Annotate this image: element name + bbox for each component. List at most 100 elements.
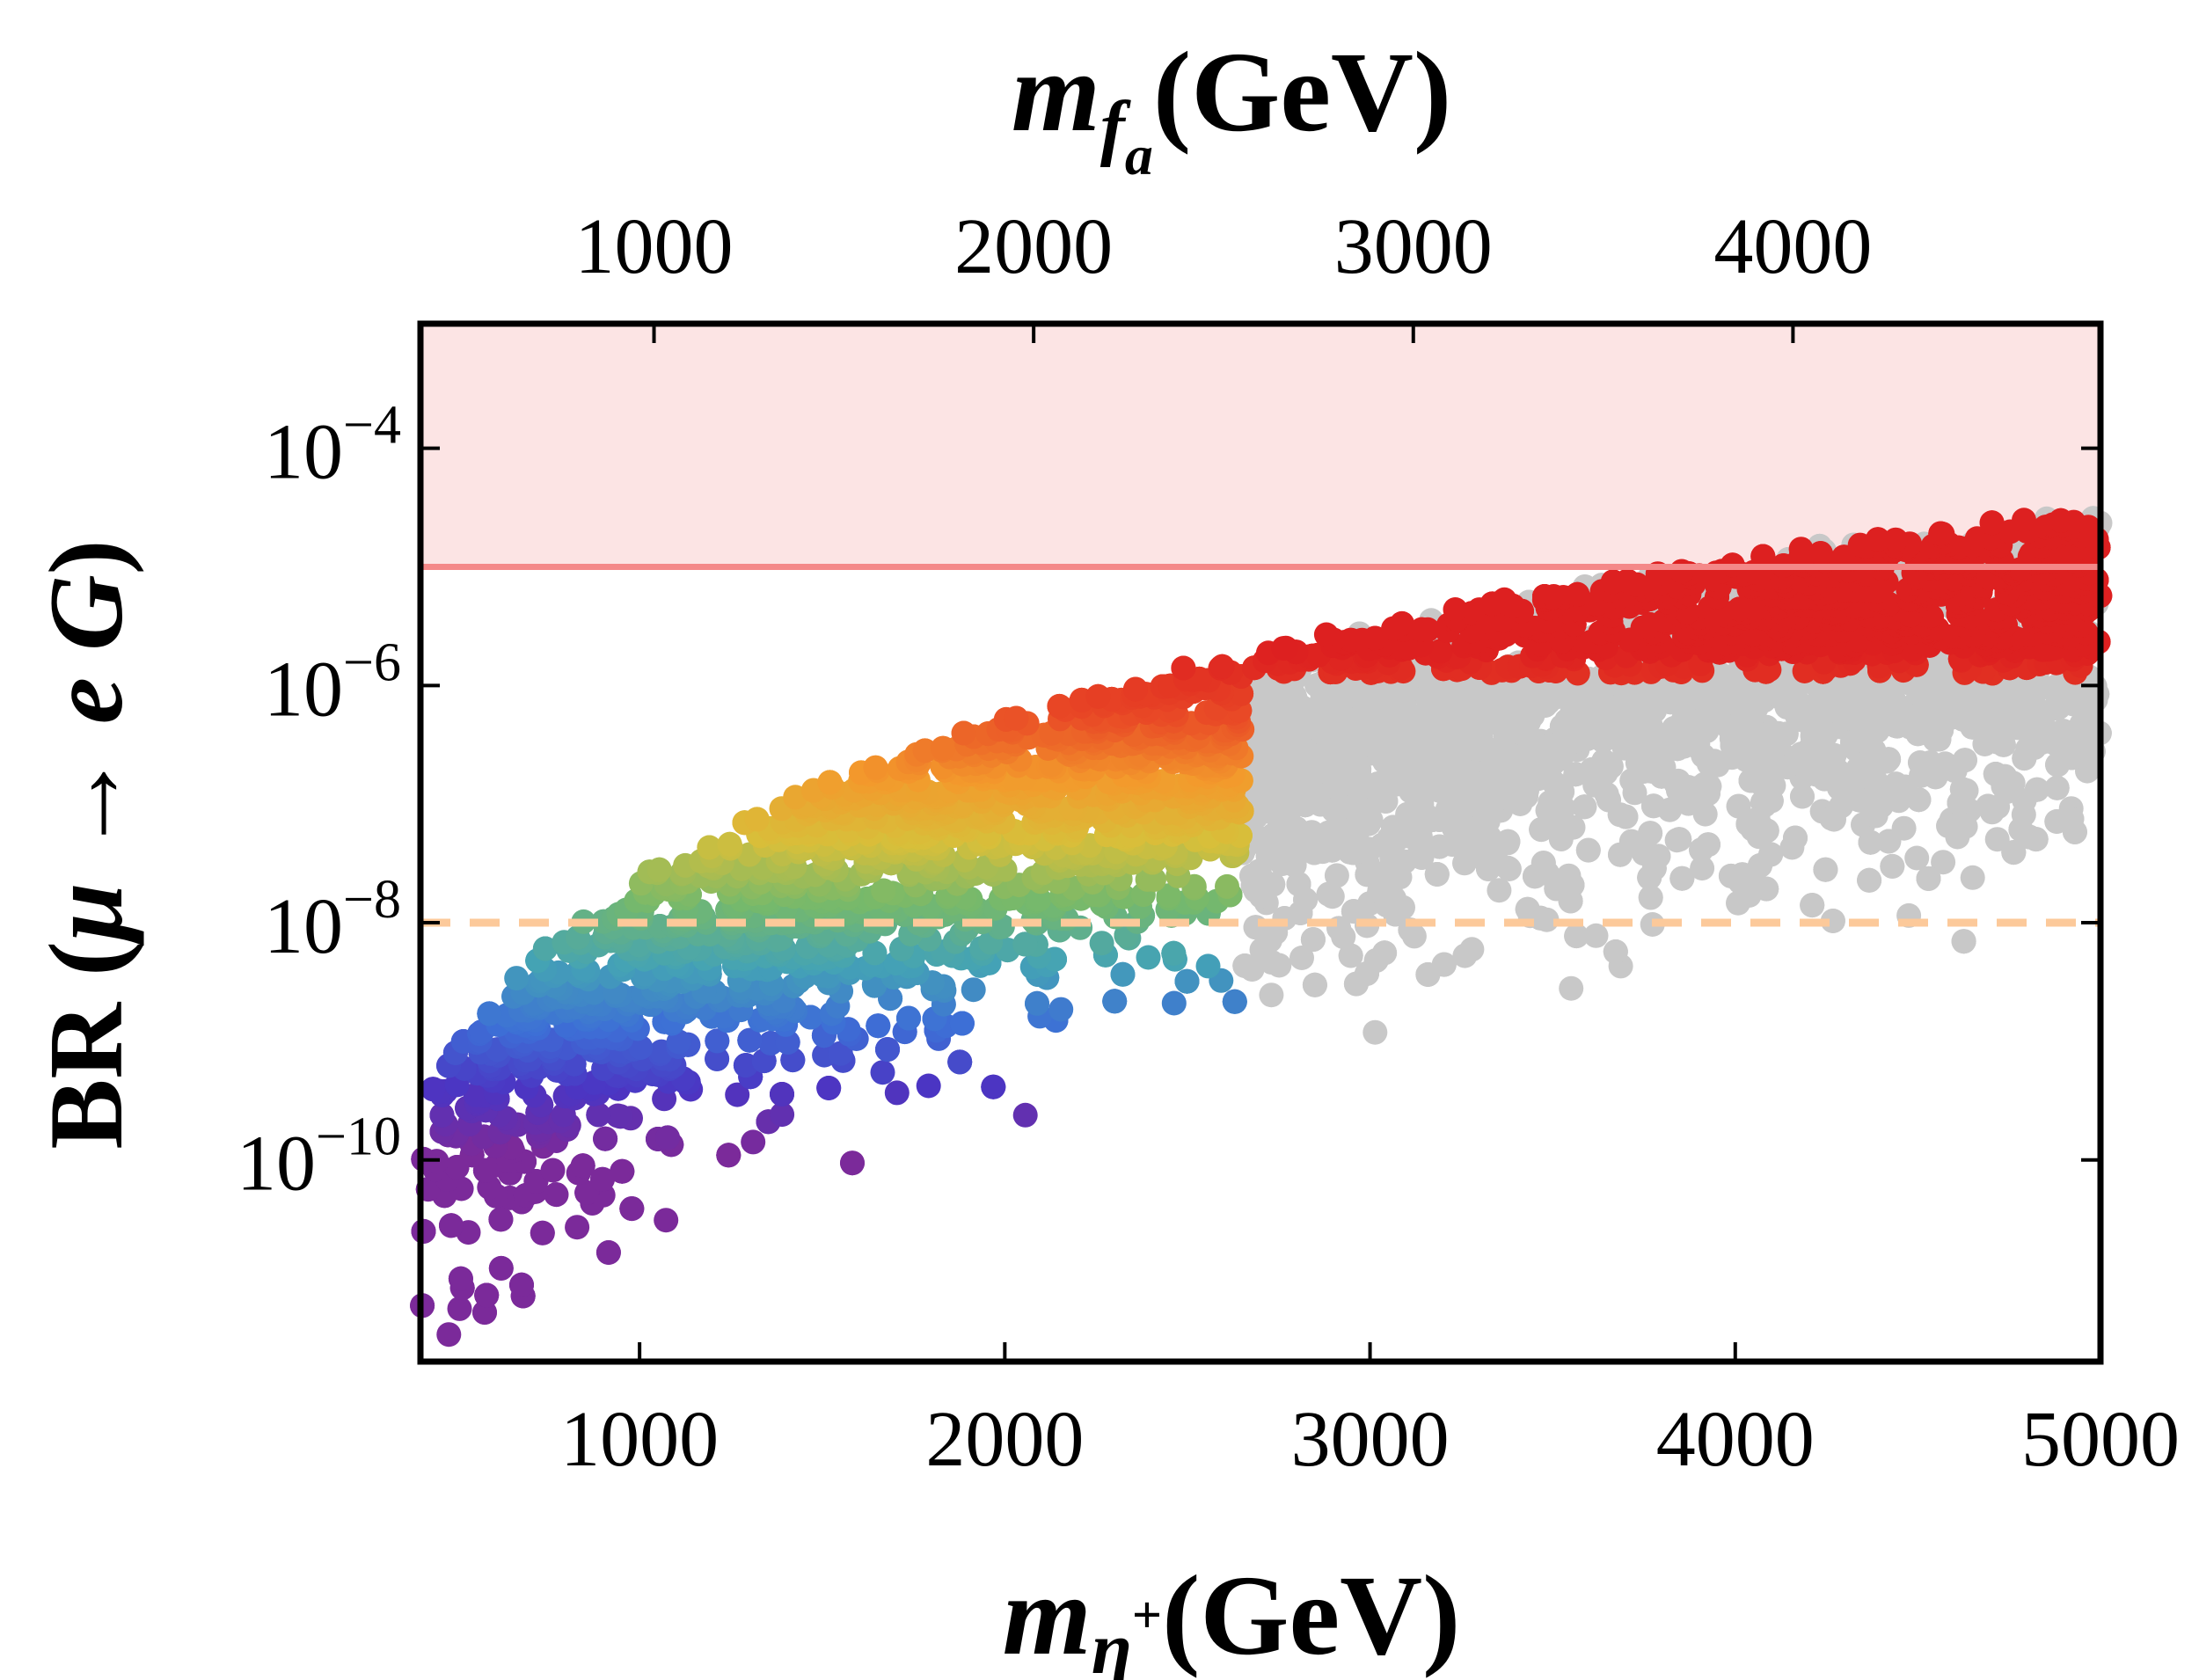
- excluded-point: [1666, 778, 1691, 803]
- excluded-point: [2001, 840, 2027, 866]
- excluded-point: [1736, 867, 1762, 892]
- excluded-point: [1246, 858, 1272, 884]
- excluded-point: [1619, 692, 1645, 718]
- excluded-point: [2001, 707, 2027, 733]
- excluded-point: [1880, 853, 1905, 879]
- excluded-point: [1502, 748, 1528, 773]
- excluded-point: [1813, 857, 1838, 882]
- excluded-point: [1734, 747, 1759, 772]
- allowed-point: [1110, 961, 1136, 987]
- excluded-point: [1572, 794, 1597, 820]
- excluded-point: [2075, 702, 2100, 727]
- allowed-point: [961, 977, 986, 1003]
- excluded-point: [1273, 769, 1297, 794]
- excluded-point: [1377, 696, 1402, 721]
- allowed-point: [420, 1077, 446, 1102]
- excluded-point: [1640, 793, 1666, 819]
- allowed-point: [870, 1060, 895, 1085]
- excluded-point: [1950, 814, 1976, 839]
- excluded-point: [1790, 784, 1815, 809]
- excluded-point: [1316, 881, 1341, 907]
- allowed-point: [1102, 989, 1128, 1014]
- excluded-point: [1994, 779, 2019, 805]
- excluded-point: [1696, 751, 1721, 777]
- allowed-point: [947, 1049, 973, 1075]
- excluded-point: [1931, 850, 1956, 875]
- excluded-point: [1783, 825, 1808, 851]
- excluded-point: [1383, 902, 1408, 927]
- allowed-point: [565, 1215, 590, 1240]
- excluded-point: [1976, 793, 2001, 819]
- excluded-point: [1426, 690, 1450, 715]
- excluded-point: [1261, 689, 1287, 714]
- allowed-point: [544, 1182, 569, 1208]
- allowed-point: [477, 1001, 502, 1026]
- excluded-point: [1960, 865, 1985, 890]
- excluded-point: [1275, 728, 1300, 754]
- excluded-point: [1516, 709, 1541, 734]
- excluded-point: [1690, 856, 1715, 881]
- allowed-point: [504, 966, 530, 991]
- allowed-point: [647, 857, 672, 882]
- allowed-point: [949, 1011, 975, 1036]
- excluded-point: [1594, 721, 1619, 747]
- excluded-point: [1882, 712, 1908, 738]
- excluded-point: [1762, 732, 1786, 757]
- excluded-point: [1324, 863, 1349, 888]
- excluded-point: [1456, 681, 1481, 706]
- excluded-point: [1583, 923, 1609, 948]
- allowed-point: [509, 1272, 534, 1297]
- excluded-point: [1732, 726, 1757, 750]
- excluded-point: [1357, 732, 1383, 757]
- excluded-point: [1858, 829, 1883, 855]
- excluded-point: [1300, 927, 1326, 953]
- excluded-point: [1410, 737, 1436, 763]
- excluded-point: [1559, 702, 1584, 727]
- excluded-point: [1603, 939, 1628, 964]
- excluded-point: [1324, 799, 1349, 823]
- excluded-point: [1849, 719, 1874, 745]
- excluded-point: [1800, 893, 1825, 918]
- excluded-point: [2024, 777, 2049, 802]
- excluded-point: [2059, 807, 2085, 831]
- excluded-point: [1581, 695, 1606, 720]
- excluded-point: [1952, 748, 1977, 773]
- allowed-point: [1012, 1102, 1038, 1128]
- allowed-point: [474, 1282, 500, 1308]
- excluded-point: [1916, 866, 1941, 891]
- excluded-point: [1564, 924, 1589, 949]
- excluded-point: [1370, 832, 1395, 858]
- excluded-point: [1824, 687, 1850, 712]
- excluded-point: [1462, 771, 1487, 796]
- excluded-point: [1910, 705, 1935, 731]
- excluded-point: [2028, 730, 2054, 756]
- allowed-point: [916, 1073, 941, 1099]
- allowed-point: [1195, 953, 1221, 979]
- excluded-point: [1638, 821, 1663, 846]
- allowed-point: [530, 1220, 555, 1245]
- excluded-point: [1487, 878, 1512, 903]
- excluded-point: [1876, 747, 1902, 772]
- allowed-point: [1089, 931, 1114, 956]
- excluded-point: [1494, 785, 1520, 811]
- excluded-point: [1446, 746, 1472, 771]
- excluded-point: [1947, 790, 1972, 815]
- excluded-point: [1535, 861, 1560, 886]
- allowed-point: [1161, 940, 1187, 966]
- excluded-point: [1319, 837, 1345, 863]
- allowed-point: [570, 1153, 595, 1179]
- excluded-point: [1292, 793, 1318, 818]
- allowed-point: [586, 1102, 611, 1128]
- excluded-point: [1623, 735, 1648, 761]
- excluded-point: [1367, 879, 1392, 904]
- excluded-point: [1259, 982, 1284, 1008]
- excluded-point: [1331, 924, 1356, 949]
- excluded-point: [1365, 771, 1391, 797]
- excluded-point: [1324, 775, 1349, 800]
- excluded-point: [1983, 762, 2008, 786]
- allowed-point: [447, 1296, 472, 1321]
- excluded-point: [1984, 827, 2010, 852]
- allowed-point: [439, 1213, 464, 1238]
- allowed-point: [448, 1266, 473, 1291]
- excluded-point: [1266, 839, 1290, 865]
